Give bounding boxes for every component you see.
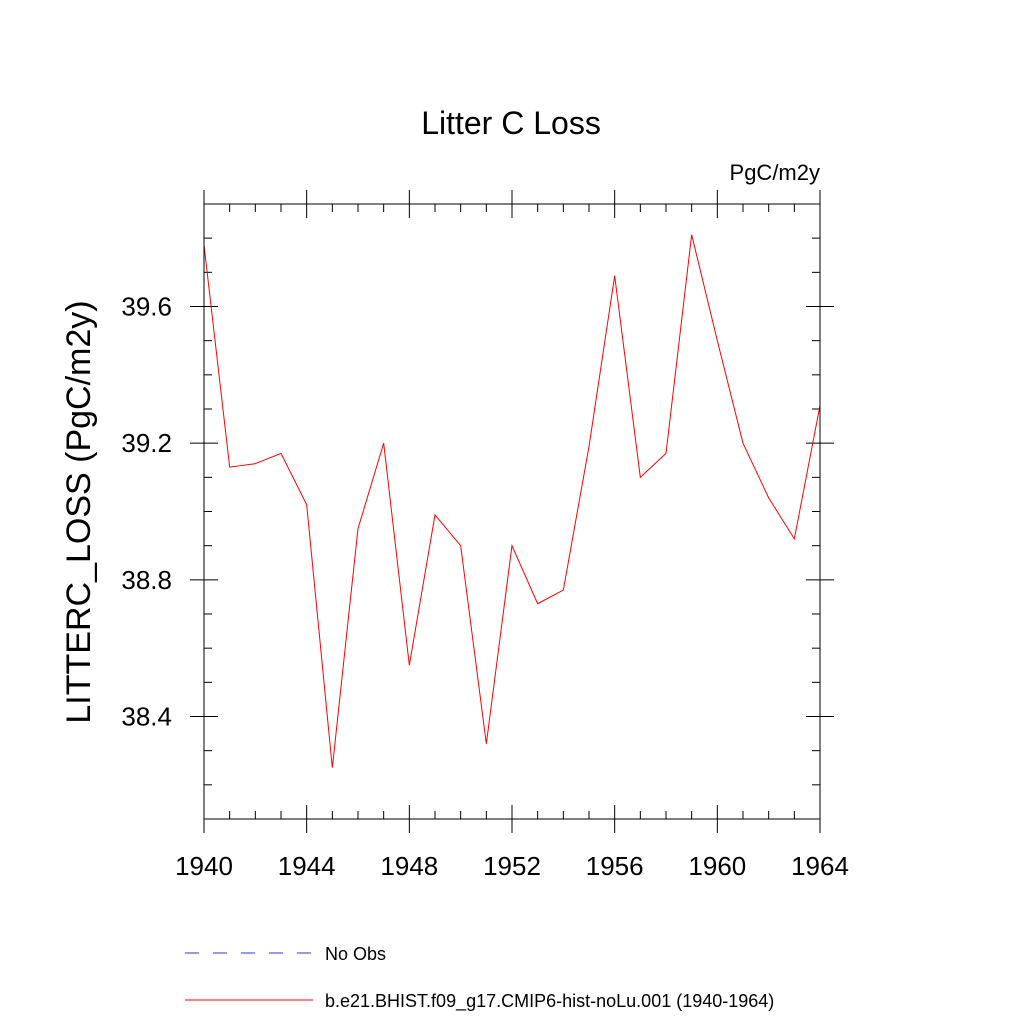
legend-label: b.e21.BHIST.f09_g17.CMIP6-hist-noLu.001 … — [325, 991, 774, 1012]
data-point — [510, 544, 514, 548]
axis-ticks — [190, 190, 834, 833]
data-point — [433, 513, 437, 517]
data-point — [536, 602, 540, 606]
y-tick-label: 39.6 — [121, 292, 172, 322]
x-tick-label: 1940 — [175, 851, 233, 881]
y-tick-label: 38.4 — [121, 702, 172, 732]
data-point — [767, 496, 771, 500]
data-point — [356, 527, 360, 531]
data-point — [484, 742, 488, 746]
plot-frame — [203, 203, 821, 820]
y-tick-label: 38.8 — [121, 565, 172, 595]
y-tick-label: 39.2 — [121, 428, 172, 458]
y-axis-label: LITTERC_LOSS (PgC/m2y) — [60, 300, 98, 723]
data-point — [690, 233, 694, 237]
data-point — [330, 766, 334, 770]
x-tick-label: 1948 — [380, 851, 438, 881]
x-tick-label: 1960 — [688, 851, 746, 881]
data-point — [279, 451, 283, 455]
data-point — [561, 588, 565, 592]
data-point — [638, 475, 642, 479]
data-point — [715, 339, 719, 343]
data-point — [382, 441, 386, 445]
chart-units-label: PgC/m2y — [730, 160, 820, 185]
legend: No Obs b.e21.BHIST.f09_g17.CMIP6-hist-noL… — [185, 944, 774, 1012]
data-point — [792, 537, 796, 541]
data-point — [741, 441, 745, 445]
x-tick-label: 1944 — [278, 851, 336, 881]
series-line — [203, 234, 821, 768]
data-point — [407, 663, 411, 667]
x-tick-label: 1964 — [791, 851, 849, 881]
x-tick-label: 1952 — [483, 851, 541, 881]
data-point — [253, 462, 257, 466]
series-layer — [203, 233, 821, 770]
legend-label: No Obs — [325, 944, 386, 964]
x-tick-label: 1956 — [586, 851, 644, 881]
data-point — [613, 274, 617, 278]
data-point — [664, 451, 668, 455]
data-point — [459, 544, 463, 548]
chart-title: Litter C Loss — [421, 105, 601, 141]
data-point — [305, 503, 309, 507]
data-point — [228, 465, 232, 469]
axis-tick-labels: 1940 1944 1948 1952 1956 1960 1964 38.4 38.8 39.2… — [121, 292, 849, 882]
data-point — [587, 445, 591, 449]
